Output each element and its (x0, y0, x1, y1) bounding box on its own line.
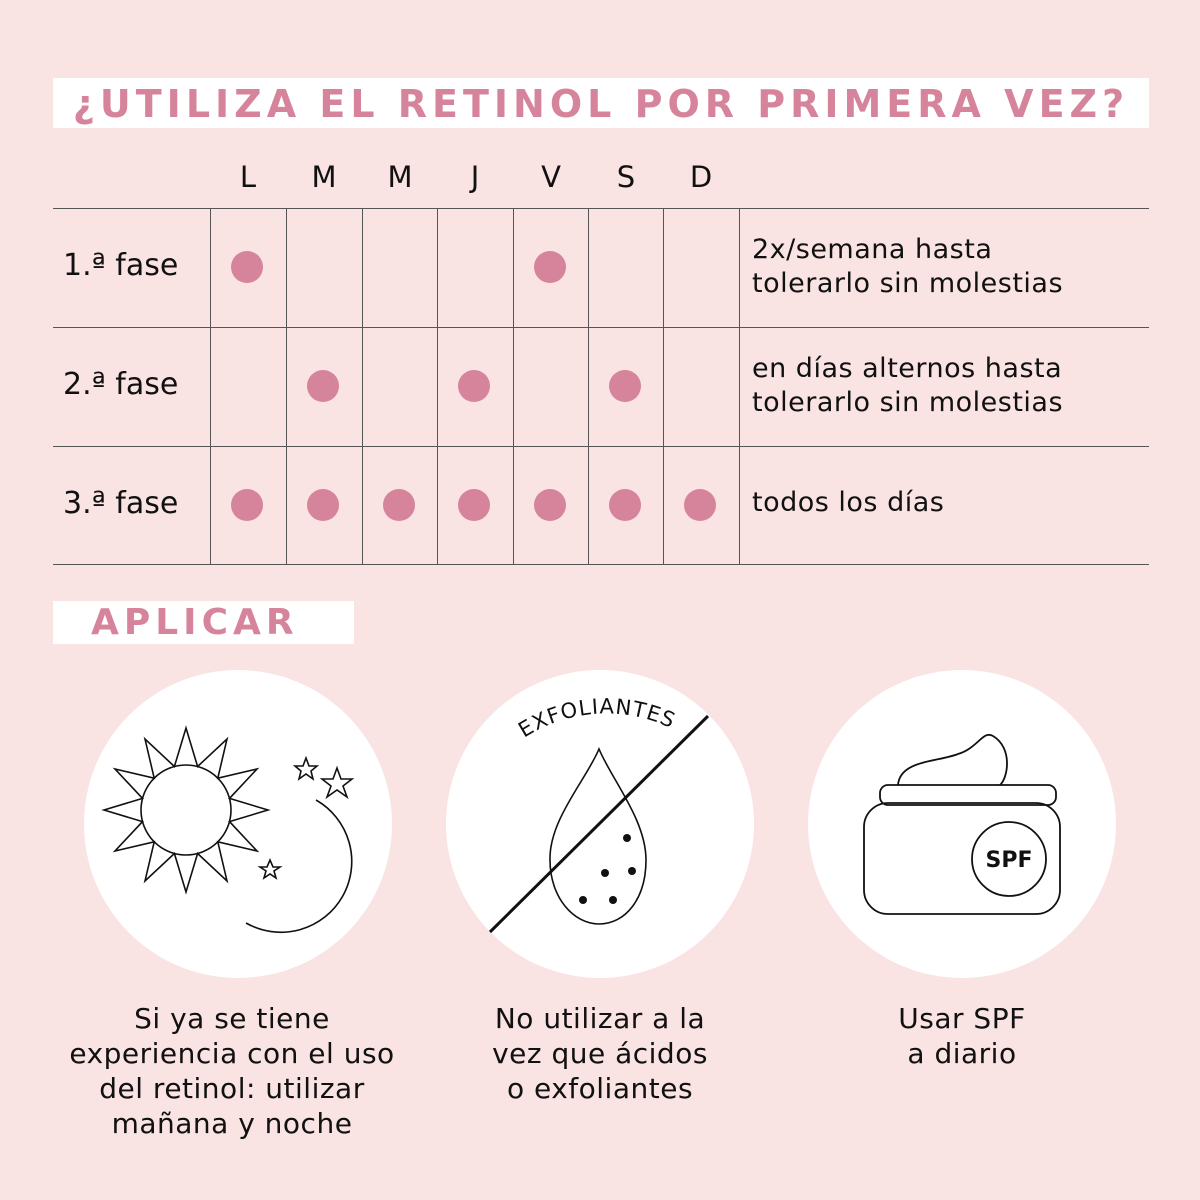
caption-line: mañana y noche (111, 1107, 353, 1140)
divider (286, 208, 287, 564)
caption-line: vez que ácidos (492, 1037, 708, 1070)
tip-circle-3: SPF (808, 670, 1116, 978)
tip-caption-3: Usar SPF a diario (782, 1001, 1142, 1071)
dot-marker (307, 370, 339, 402)
tip-caption-2: No utilizar a la vez que ácidos o exfolian… (420, 1001, 780, 1106)
phase-note: 2x/semana hasta tolerarlo sin molestias (752, 233, 1063, 301)
phase-label: 1.ª fase (63, 248, 179, 283)
day-header: J (470, 160, 480, 194)
phase-label: 2.ª fase (63, 367, 179, 402)
divider (210, 208, 211, 564)
dot-marker (458, 489, 490, 521)
caption-line: Si ya se tiene (134, 1002, 330, 1035)
apply-heading: APLICAR (53, 601, 354, 644)
divider (588, 208, 589, 564)
divider (53, 208, 1149, 209)
divider (739, 208, 740, 564)
day-header: S (616, 160, 636, 194)
note-line: en días alternos hasta (752, 353, 1063, 384)
caption-line: a diario (907, 1037, 1017, 1070)
dot-marker (383, 489, 415, 521)
dot-marker (609, 489, 641, 521)
phase-note: en días alternos hasta tolerarlo sin mole… (752, 352, 1063, 420)
dot-marker (231, 489, 263, 521)
caption-line: o exfoliantes (506, 1072, 694, 1105)
dot-marker (684, 489, 716, 521)
note-line: todos los días (752, 487, 945, 518)
divider (437, 208, 438, 564)
svg-text:EXFOLIANTES: EXFOLIANTES (514, 694, 679, 742)
divider (53, 564, 1149, 565)
tip-circle-2: EXFOLIANTES (446, 670, 754, 978)
sun-moon-icon (101, 725, 355, 934)
divider (513, 208, 514, 564)
day-header: M (387, 160, 413, 194)
dot-marker (534, 251, 566, 283)
page-title: ¿UTILIZA EL RETINOL POR PRIMERA VEZ? (53, 78, 1149, 128)
tip-circle-1 (84, 670, 392, 978)
dot-marker (231, 251, 263, 283)
spf-label: SPF (986, 848, 1033, 873)
day-header: V (541, 160, 561, 194)
dot-marker (609, 370, 641, 402)
dot-marker (458, 370, 490, 402)
caption-line: del retinol: utilizar (99, 1072, 365, 1105)
caption-line: experiencia con el uso (69, 1037, 395, 1070)
day-header: M (311, 160, 337, 194)
note-line: tolerarlo sin molestias (752, 268, 1064, 299)
caption-line: No utilizar a la (494, 1002, 706, 1035)
divider (663, 208, 664, 564)
phase-note: todos los días (752, 486, 944, 520)
note-line: tolerarlo sin molestias (752, 387, 1064, 418)
exfoliantes-label: EXFOLIANTES (514, 694, 678, 742)
dot-marker (534, 489, 566, 521)
no-exfoliant-icon: EXFOLIANTES (488, 694, 710, 934)
spf-jar-icon: SPF (863, 733, 1061, 915)
note-line: 2x/semana hasta (752, 234, 993, 265)
divider (362, 208, 363, 564)
tip-caption-1: Si ya se tiene experiencia con el uso del … (52, 1001, 412, 1141)
caption-line: Usar SPF (898, 1002, 1026, 1035)
divider (53, 327, 1149, 328)
dot-marker (307, 489, 339, 521)
phase-label: 3.ª fase (63, 486, 179, 521)
day-header: D (689, 160, 713, 194)
day-header: L (239, 160, 257, 194)
divider (53, 446, 1149, 447)
